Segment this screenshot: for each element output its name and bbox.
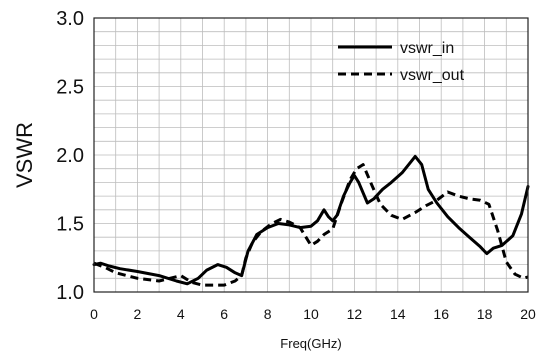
- legend-label-vswr-out: vswr_out: [400, 67, 465, 84]
- x-tick-label: 4: [177, 306, 185, 322]
- x-axis-label: Freq(GHz): [280, 336, 341, 351]
- legend: vswr_in vswr_out: [338, 40, 465, 84]
- x-tick-label: 20: [520, 306, 536, 322]
- y-tick-label: 2.5: [56, 77, 84, 99]
- series-layer: [92, 154, 530, 287]
- y-tick-label: 3.0: [56, 8, 84, 30]
- series-line-vswr-out: [93, 163, 529, 287]
- x-tick-label: 12: [347, 306, 363, 322]
- legend-label-vswr-in: vswr_in: [400, 40, 454, 57]
- x-tick-label: 10: [303, 306, 319, 322]
- y-tick-label: 2.0: [56, 145, 84, 167]
- plot-frame: [93, 17, 529, 293]
- y-tick-label: 1.0: [56, 282, 84, 304]
- x-tick-label: 16: [433, 306, 449, 322]
- grid: [93, 17, 529, 293]
- x-tick-label: 2: [134, 306, 142, 322]
- y-tick-label: 1.5: [56, 214, 84, 236]
- x-tick-label: 6: [220, 306, 228, 322]
- x-tick-label: 14: [390, 306, 406, 322]
- series-line-vswr-in: [92, 154, 530, 286]
- tick-layer: 0 2 4 6 8 10 12 14 16 18 20 1.0 1.5 2.0 2.5 3.0: [56, 8, 536, 322]
- x-tick-label: 18: [477, 306, 493, 322]
- y-axis-label: VSWR: [12, 122, 37, 188]
- x-tick-label: 0: [90, 306, 98, 322]
- x-tick-label: 8: [264, 306, 272, 322]
